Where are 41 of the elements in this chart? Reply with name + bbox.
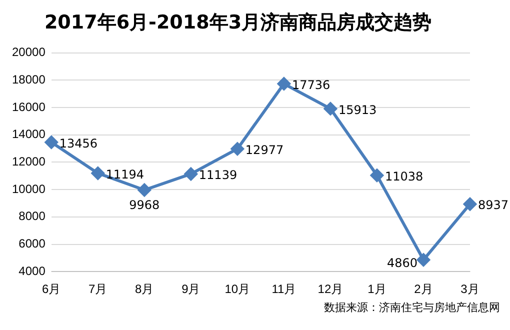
x-tick-label: 2月: [414, 282, 433, 296]
x-tick-label: 7月: [88, 282, 108, 296]
y-tick-label: 12000: [12, 154, 46, 169]
x-tick-label: 3月: [460, 282, 480, 296]
data-label: 13456: [59, 136, 98, 150]
data-label: 11139: [198, 168, 238, 182]
x-tick-label: 11月: [272, 282, 296, 296]
x-tick-label: 6月: [42, 282, 61, 296]
source-note: 数据来源：济南住宅与房地产信息网: [323, 300, 500, 315]
x-tick-label: 8月: [135, 282, 154, 296]
y-tick-label: 8000: [18, 209, 46, 224]
data-label: 15913: [338, 102, 377, 117]
y-tick-label: 6000: [18, 236, 46, 251]
x-tick-label: 9月: [182, 282, 200, 296]
y-tick-label: 14000: [12, 127, 46, 142]
data-label: 9968: [129, 198, 160, 212]
y-tick-label: 18000: [12, 72, 46, 86]
point: [416, 253, 430, 266]
point: [44, 136, 58, 149]
x-tick-label: 10月: [224, 282, 250, 296]
point: [138, 183, 151, 196]
point: [464, 198, 476, 211]
data-label: 12977: [245, 142, 284, 157]
y-tick-label: 4000: [18, 264, 46, 278]
x-tick-label: 12月: [318, 282, 344, 296]
data-label: 8937: [478, 198, 509, 212]
y-tick-label: 10000: [12, 182, 46, 196]
point: [324, 102, 337, 116]
point: [91, 166, 104, 180]
chart-title: 2017年6月-2018年3月济南商品房成交趋势: [44, 11, 432, 34]
data-label: 4860: [386, 256, 418, 270]
x-tick-label: 1月: [368, 282, 386, 296]
point: [184, 167, 198, 180]
data-label: 11194: [106, 167, 144, 182]
data-label: 17736: [292, 78, 330, 92]
data-label: 11038: [384, 169, 424, 184]
point: [230, 142, 244, 156]
y-tick-label: 16000: [12, 100, 46, 114]
point: [370, 168, 384, 182]
y-tick-label: 20000: [12, 45, 46, 60]
point: [277, 77, 290, 90]
